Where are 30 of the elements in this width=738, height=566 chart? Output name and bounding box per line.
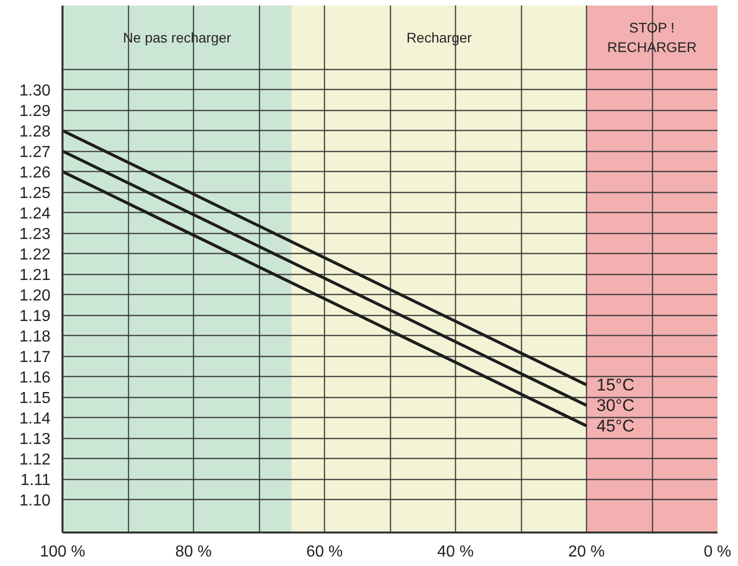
y-tick-label: 1.30 <box>19 82 51 100</box>
y-tick-label: 1.13 <box>19 431 51 448</box>
x-tick-label: 100 % <box>40 544 86 560</box>
series-label: 15°C <box>596 375 634 394</box>
y-tick-label: 1.17 <box>19 349 51 366</box>
y-tick-label: 1.15 <box>19 390 51 408</box>
series-label: 45°C <box>596 416 634 436</box>
y-tick-label: 1.28 <box>19 124 51 141</box>
y-tick-label: 1.29 <box>19 103 51 120</box>
y-tick-label: 1.23 <box>19 226 51 244</box>
y-tick-label: 1.20 <box>19 288 51 305</box>
y-tick-label: 1.19 <box>19 308 51 326</box>
x-tick-label: 0 % <box>704 544 732 560</box>
y-tick-label: 1.16 <box>19 370 51 387</box>
y-tick-label: 1.22 <box>19 246 51 264</box>
y-tick-label: 1.10 <box>19 492 51 510</box>
y-tick-label: 1.25 <box>19 185 51 202</box>
y-tick-label: 1.14 <box>19 410 51 428</box>
x-tick-label: 40 % <box>437 544 474 560</box>
y-tick-label: 1.27 <box>19 144 51 162</box>
series-label: 30°C <box>596 396 634 415</box>
y-tick-label: 1.11 <box>20 472 51 490</box>
x-tick-label: 80 % <box>175 544 212 560</box>
y-tick-label: 1.12 <box>19 452 51 469</box>
y-tick-label: 1.21 <box>19 267 51 284</box>
y-tick-label: 1.18 <box>19 328 51 346</box>
x-tick-label: 20 % <box>568 544 605 560</box>
y-tick-label: 1.24 <box>19 206 51 223</box>
x-tick-label: 60 % <box>306 544 343 560</box>
y-tick-label: 1.26 <box>19 164 51 182</box>
